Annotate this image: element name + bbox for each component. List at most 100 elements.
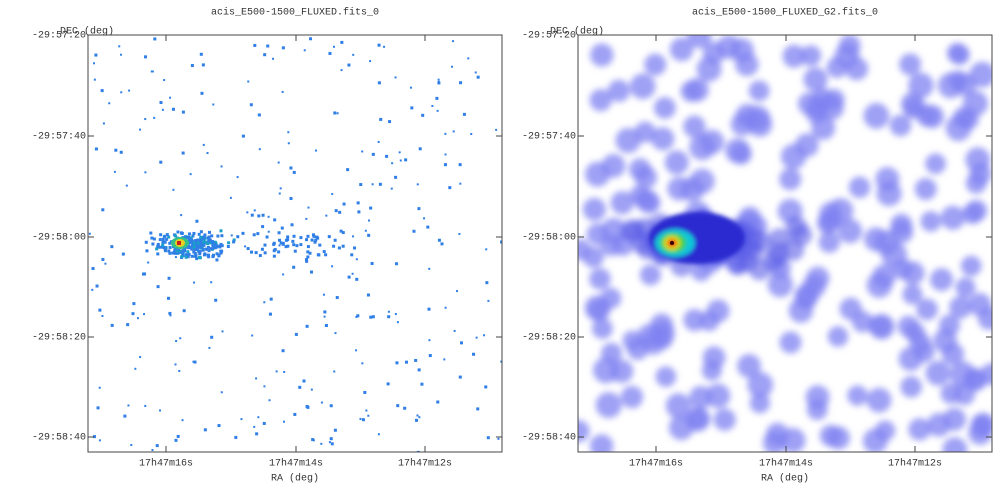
y-tick-label: -29:58:40: [522, 433, 576, 444]
pixel: [487, 299, 490, 302]
blob: [610, 191, 634, 215]
pixel: [315, 149, 318, 152]
pixel: [150, 236, 154, 240]
blob: [866, 387, 892, 413]
pixel: [250, 250, 254, 254]
pixel: [190, 238, 194, 242]
pixel: [227, 241, 231, 245]
pixel: [251, 334, 254, 337]
pixel: [262, 421, 266, 425]
blob: [955, 277, 976, 298]
pixel: [240, 418, 243, 421]
pixel: [472, 352, 476, 356]
pixel: [226, 245, 230, 249]
blob: [914, 178, 937, 201]
pixel: [277, 231, 281, 235]
pixel: [174, 438, 178, 442]
pixel: [322, 293, 325, 296]
pixel: [323, 310, 327, 314]
pixel: [194, 253, 198, 257]
pixel: [253, 209, 256, 212]
pixel: [453, 329, 456, 332]
pixel: [196, 238, 200, 242]
pixel: [421, 113, 425, 117]
blob: [930, 268, 954, 292]
pixel: [98, 439, 101, 442]
pixel: [151, 242, 155, 246]
pixel: [327, 235, 331, 239]
pixel: [210, 234, 214, 238]
pixel: [255, 432, 259, 436]
pixel: [256, 232, 260, 236]
blob: [749, 392, 771, 414]
pixel: [175, 250, 179, 254]
pixel: [131, 312, 135, 316]
pixel: [151, 449, 154, 452]
pixel: [261, 225, 265, 229]
blob: [874, 420, 896, 441]
pixel: [208, 230, 212, 234]
pixel: [386, 382, 390, 386]
pixel: [458, 232, 461, 235]
pixel: [273, 218, 277, 222]
blob: [668, 415, 694, 441]
pixel: [267, 215, 270, 218]
pixel: [415, 418, 419, 422]
pixel: [277, 161, 280, 164]
blob: [920, 211, 942, 232]
pixel: [416, 414, 419, 417]
pixel: [328, 441, 331, 444]
pixel: [216, 234, 220, 238]
pixel: [495, 128, 498, 131]
pixel: [320, 401, 323, 404]
blob: [582, 246, 604, 268]
blob: [803, 67, 828, 92]
pixel: [356, 201, 360, 205]
pixel: [207, 249, 211, 253]
pixel: [391, 162, 394, 165]
pixel: [306, 245, 310, 249]
pixel: [126, 323, 130, 327]
pixel: [114, 148, 118, 152]
pixel: [437, 81, 441, 85]
pixel: [113, 170, 116, 173]
blob: [960, 255, 982, 277]
pixel: [484, 385, 488, 389]
pixel: [395, 361, 399, 365]
pixel: [395, 262, 399, 266]
pixel: [451, 65, 454, 68]
pixel: [199, 245, 203, 249]
pixel: [277, 250, 281, 254]
pixel: [165, 237, 169, 241]
pixel: [286, 238, 290, 242]
pixel: [136, 317, 139, 320]
pixel: [173, 251, 177, 255]
blobs: [578, 35, 992, 452]
pixel: [236, 176, 239, 179]
pixel: [329, 437, 333, 441]
blob: [920, 105, 945, 129]
pixel: [167, 249, 171, 253]
pixel: [194, 239, 198, 243]
pixel: [119, 53, 122, 56]
pixel: [462, 112, 466, 116]
pixel: [387, 310, 390, 313]
y-axis-label: DEC (deg): [60, 26, 114, 38]
pixel: [292, 265, 296, 269]
pixel: [187, 244, 191, 248]
pixel: [325, 214, 328, 217]
pixel: [323, 315, 326, 318]
pixel: [145, 249, 149, 253]
pixel: [144, 404, 147, 407]
pixel: [308, 251, 312, 255]
pixel: [324, 323, 328, 327]
pixel: [305, 238, 309, 242]
pixel: [193, 251, 197, 255]
pixel: [91, 288, 94, 291]
pixel: [500, 360, 502, 363]
pixel: [436, 109, 439, 112]
pixel: [219, 251, 223, 255]
pixel: [151, 70, 154, 73]
pixel: [198, 250, 202, 254]
pixel: [428, 354, 432, 358]
